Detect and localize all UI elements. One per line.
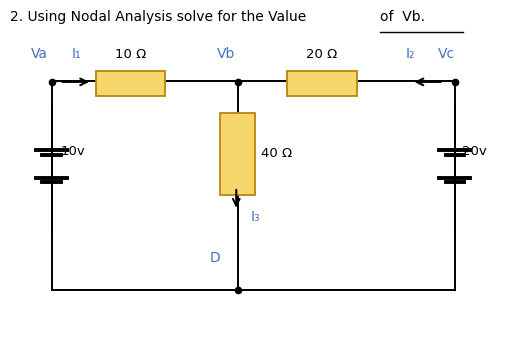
Text: 10v: 10v (60, 145, 85, 158)
Point (460, 30, 466, 34)
Text: Vc: Vc (438, 47, 455, 61)
Text: of  Vb.: of Vb. (380, 10, 425, 24)
Point (377, 30, 383, 34)
Text: I₃: I₃ (251, 210, 261, 224)
Text: D: D (209, 250, 220, 265)
Text: 2. Using Nodal Analysis solve for the Value: 2. Using Nodal Analysis solve for the Va… (10, 10, 311, 24)
Text: 10 Ω: 10 Ω (115, 48, 146, 61)
Text: I₁: I₁ (72, 47, 81, 61)
Text: 20 Ω: 20 Ω (307, 48, 338, 61)
Text: 20v: 20v (462, 145, 486, 158)
Text: Vb: Vb (217, 47, 235, 61)
Bar (96, 71, 165, 96)
Text: I₂: I₂ (405, 47, 415, 61)
Bar (287, 71, 357, 96)
Text: 40 Ω: 40 Ω (261, 147, 292, 160)
Bar (220, 113, 255, 195)
Text: Va: Va (31, 47, 48, 61)
